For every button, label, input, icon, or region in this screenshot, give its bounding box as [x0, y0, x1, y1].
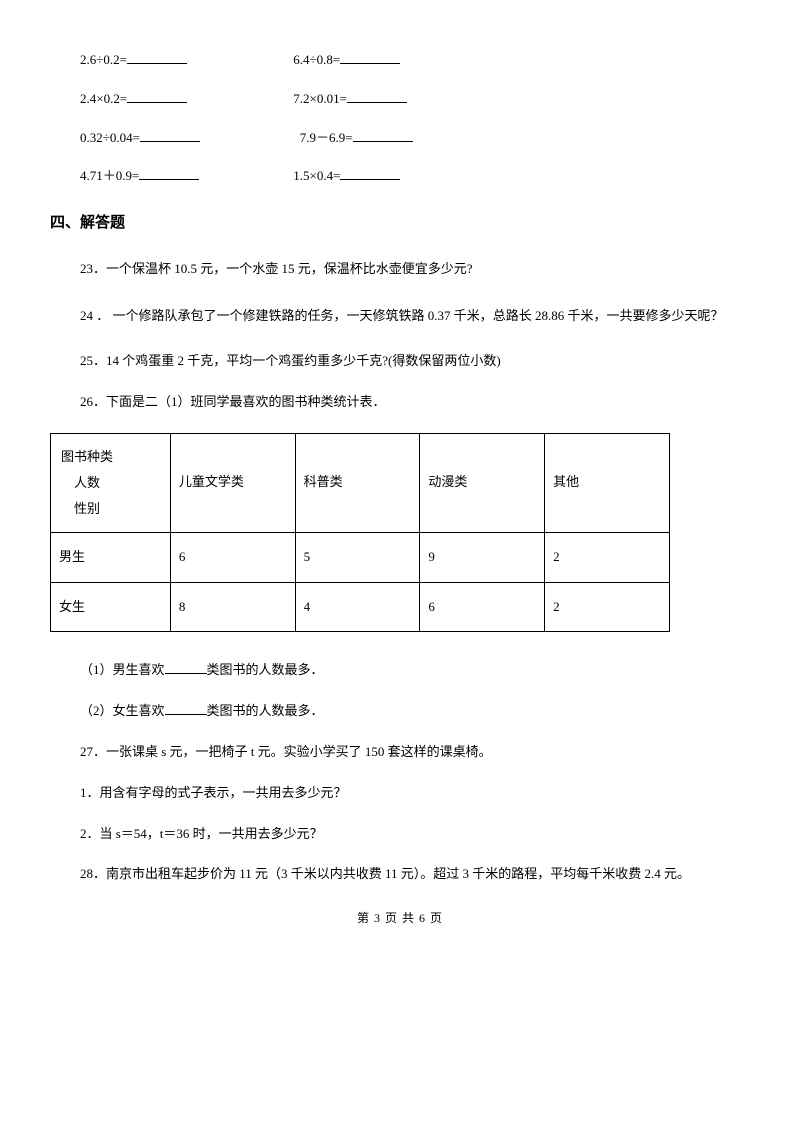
page-content: 2.6÷0.2= 6.4÷0.8= 2.4×0.2= 7.2×0.01= 0.3… [0, 0, 800, 958]
q26-1-post: 类图书的人数最多． [207, 662, 324, 677]
blank [139, 166, 199, 180]
table-header: 科普类 [295, 433, 420, 532]
question-23: 23．一个保温杯 10.5 元，一个水壶 15 元，保温杯比水壶便宜多少元? [50, 259, 750, 280]
calc-row-2: 2.4×0.2= 7.2×0.01= [50, 89, 750, 110]
table-cell: 5 [295, 532, 420, 582]
blank [165, 660, 207, 674]
table-header: 动漫类 [420, 433, 545, 532]
blank [340, 50, 400, 64]
table-cell: 8 [170, 582, 295, 632]
table-header: 儿童文学类 [170, 433, 295, 532]
table-cell: 2 [545, 532, 670, 582]
table-row: 图书种类 人数 性别 儿童文学类 科普类 动漫类 其他 [51, 433, 670, 532]
question-27: 27．一张课桌 s 元，一把椅子 t 元。实验小学买了 150 套这样的课桌椅。 [50, 742, 750, 763]
table-corner-cell: 图书种类 人数 性别 [51, 433, 171, 532]
question-25: 25．14 个鸡蛋重 2 千克，平均一个鸡蛋约重多少千克?(得数保留两位小数) [50, 351, 750, 372]
calc-text: 7.9－6.9= [300, 130, 353, 145]
blank [165, 701, 207, 715]
calc-item: 2.6÷0.2= [80, 50, 290, 71]
question-27-2: 2．当 s＝54，t＝36 时，一共用去多少元？ [50, 824, 750, 845]
blank [140, 128, 200, 142]
calc-text: 2.4×0.2= [80, 91, 127, 106]
table-row: 男生 6 5 9 2 [51, 532, 670, 582]
q26-2-pre: （2）女生喜欢 [80, 703, 165, 718]
corner-line2: 人数 [74, 475, 100, 490]
calc-text: 0.32÷0.04= [80, 130, 140, 145]
q26-1-pre: （1）男生喜欢 [80, 662, 165, 677]
calc-item: 7.2×0.01= [293, 89, 407, 110]
calc-item: 7.9－6.9= [293, 128, 412, 149]
calc-item: 6.4÷0.8= [293, 50, 400, 71]
q26-2-post: 类图书的人数最多． [207, 703, 324, 718]
section-title-4: 四、解答题 [50, 211, 750, 235]
table-cell: 2 [545, 582, 670, 632]
table-cell: 4 [295, 582, 420, 632]
corner-line1: 图书种类 [61, 449, 113, 464]
book-stats-table: 图书种类 人数 性别 儿童文学类 科普类 动漫类 其他 男生 6 5 9 2 女… [50, 433, 670, 633]
table-row-label: 男生 [51, 532, 171, 582]
calc-text: 6.4÷0.8= [293, 52, 340, 67]
calc-text: 7.2×0.01= [293, 91, 347, 106]
question-24: 24 ． 一个修路队承包了一个修建铁路的任务，一天修筑铁路 0.37 千米，总路… [50, 300, 750, 331]
table-row-label: 女生 [51, 582, 171, 632]
blank [347, 89, 407, 103]
calc-item: 2.4×0.2= [80, 89, 290, 110]
table-cell: 6 [170, 532, 295, 582]
question-26: 26．下面是二（1）班同学最喜欢的图书种类统计表． [50, 392, 750, 413]
blank [340, 166, 400, 180]
calc-text: 2.6÷0.2= [80, 52, 127, 67]
calc-item: 4.71＋0.9= [80, 166, 290, 187]
question-28: 28．南京市出租车起步价为 11 元（3 千米以内共收费 11 元）。超过 3 … [50, 864, 750, 885]
calc-item: 1.5×0.4= [293, 166, 400, 187]
calc-text: 1.5×0.4= [293, 168, 340, 183]
calc-row-1: 2.6÷0.2= 6.4÷0.8= [50, 50, 750, 71]
corner-line3: 性别 [74, 501, 100, 516]
question-26-1: （1）男生喜欢 类图书的人数最多． [50, 660, 750, 681]
calc-item: 0.32÷0.04= [80, 128, 290, 149]
calc-row-4: 4.71＋0.9= 1.5×0.4= [50, 166, 750, 187]
calc-row-3: 0.32÷0.04= 7.9－6.9= [50, 128, 750, 149]
page-footer: 第 3 页 共 6 页 [50, 909, 750, 928]
table-cell: 9 [420, 532, 545, 582]
table-row: 女生 8 4 6 2 [51, 582, 670, 632]
calc-text: 4.71＋0.9= [80, 168, 139, 183]
question-27-1: 1．用含有字母的式子表示，一共用去多少元？ [50, 783, 750, 804]
blank [127, 89, 187, 103]
blank [353, 128, 413, 142]
blank [127, 50, 187, 64]
table-header: 其他 [545, 433, 670, 532]
table-cell: 6 [420, 582, 545, 632]
question-26-2: （2）女生喜欢 类图书的人数最多． [50, 701, 750, 722]
